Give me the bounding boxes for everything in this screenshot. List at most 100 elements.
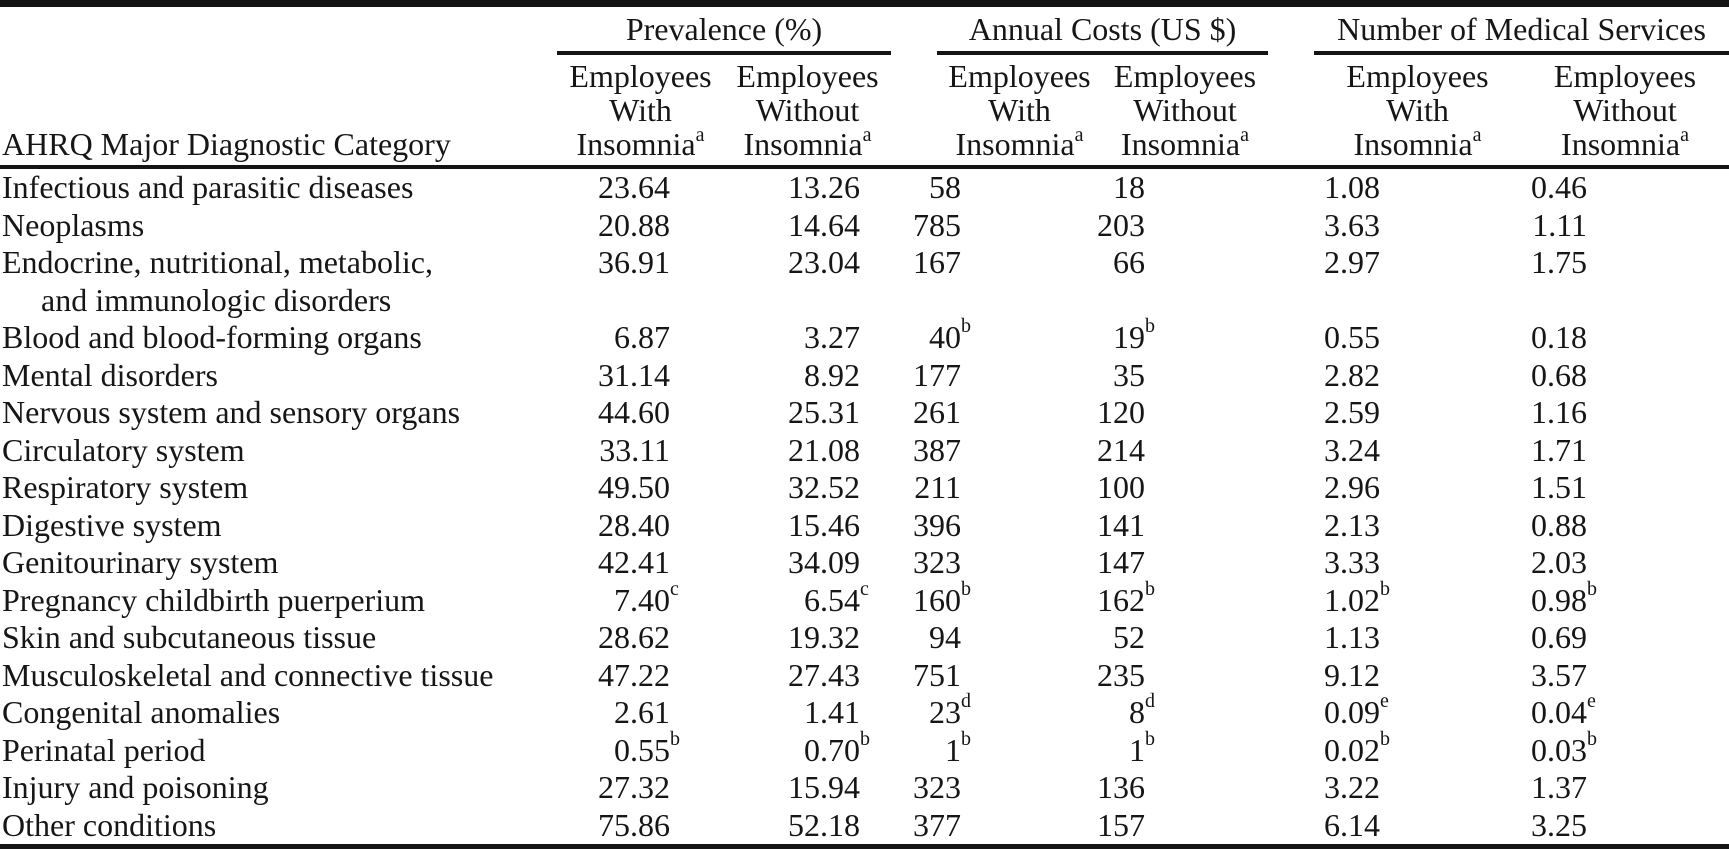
- row-label: Circulatory system: [0, 432, 557, 470]
- cell-value: 33.11: [599, 431, 670, 468]
- value-cell: 23 d: [929, 690, 972, 730]
- cell-value: 6.87: [614, 319, 670, 355]
- subheader-prevalence-with: Employees With Insomniaa: [557, 53, 724, 169]
- value-cell: 120: [1097, 394, 1268, 432]
- value-cell: 100: [1097, 469, 1268, 507]
- value-cell: 33.11: [557, 432, 724, 470]
- group-header-row: Prevalence (%) Annual Costs (US $) Numbe…: [0, 3, 1729, 55]
- subheader-prevalence-without: Employees Without Insomniaa: [724, 53, 892, 169]
- table-row: Pregnancy childbirth puerperium 7.40 c 6.54…: [0, 577, 1729, 620]
- cell-value: 141: [1097, 506, 1146, 543]
- cell-value: 6.14: [1324, 806, 1381, 843]
- cell-value: 52.18: [788, 806, 861, 843]
- cell-value: 751: [913, 656, 962, 693]
- value-cell: 0.02 b: [1324, 727, 1391, 768]
- cell-value: 3.27: [804, 319, 861, 355]
- cell-value: 3.63: [1324, 206, 1381, 243]
- cell-value: 377: [913, 806, 962, 843]
- cell-value: 214: [1097, 431, 1146, 468]
- cell-value: 785: [913, 206, 962, 243]
- value-cell: 34.09: [724, 544, 891, 582]
- value-cell: 785: [913, 207, 1102, 245]
- cell-value: 2.59: [1324, 394, 1381, 430]
- row-label: Infectious and parasitic diseases: [0, 167, 557, 207]
- row-label: Pregnancy childbirth puerperium: [0, 582, 557, 620]
- value-cell: 23.64: [557, 167, 724, 207]
- cell-value: 2.96: [1324, 469, 1381, 505]
- value-cell: 2.13: [1314, 507, 1521, 545]
- value-cell: 0.98 b: [1531, 577, 1598, 618]
- stub-column-header: AHRQ Major Diagnostic Category: [0, 53, 557, 169]
- cell-value: 0.68: [1531, 356, 1588, 393]
- value-cell: 0.18: [1521, 319, 1729, 357]
- column-gap: [1268, 619, 1314, 657]
- value-cell: 3.24: [1314, 432, 1521, 470]
- value-cell: 261: [913, 394, 1102, 432]
- value-cell: 214: [1097, 432, 1268, 470]
- value-cell: 203: [1097, 207, 1268, 245]
- value-cell: 1.75: [1521, 244, 1729, 319]
- value-cell: 1.02 b: [1324, 577, 1391, 618]
- value-cell: 2.61: [557, 694, 724, 732]
- value-cell: 1.16: [1521, 394, 1729, 432]
- value-cell: 0.70 b: [804, 727, 871, 768]
- table-row: Congenital anomalies 2.61 1.41 23 d 8 d 0.09 e 0.…: [0, 690, 1729, 732]
- value-cell: 66: [1102, 244, 1268, 319]
- value-cell: 387: [913, 432, 1102, 470]
- row-label: Genitourinary system: [0, 544, 557, 582]
- value-cell: 2.96: [1314, 469, 1521, 507]
- value-cell: 27.43: [724, 657, 891, 695]
- table-row: Skin and subcutaneous tissue 28.62 19.32 94…: [0, 619, 1729, 657]
- cell-value: 23.64: [598, 169, 670, 205]
- value-cell: 31.14: [557, 357, 724, 395]
- value-cell: 52.18: [724, 807, 891, 847]
- cell-value: 3.22: [1324, 769, 1381, 805]
- cell-value: 0.98: [1531, 581, 1588, 618]
- cell-value: 203: [1097, 206, 1146, 243]
- row-label: Mental disorders: [0, 357, 557, 395]
- cell-value: 0.03: [1531, 731, 1588, 768]
- value-cell: 27.32: [557, 769, 724, 807]
- value-cell: 20.88: [557, 207, 724, 245]
- value-cell: 28.40: [557, 507, 724, 545]
- value-cell: 3.63: [1314, 207, 1521, 245]
- column-gap: [1268, 207, 1314, 245]
- cell-value: 2.82: [1324, 356, 1381, 393]
- value-cell: 44.60: [557, 394, 724, 432]
- row-label: Neoplasms: [0, 207, 557, 245]
- row-label: Nervous system and sensory organs: [0, 394, 557, 432]
- row-label-line1: Injury and poisoning: [2, 769, 269, 805]
- subheader-costs-without: Employees Without Insomniaa: [1102, 53, 1269, 169]
- column-gap: [1268, 657, 1314, 695]
- cell-value: 0.69: [1531, 619, 1588, 655]
- column-gap: [891, 53, 938, 169]
- table-body: Infectious and parasitic diseases 23.64 13…: [0, 167, 1729, 847]
- cell-value: 162: [1097, 581, 1146, 618]
- row-label: Endocrine, nutritional, metabolic, and im…: [0, 244, 557, 319]
- column-gap: [891, 4, 937, 54]
- row-label-line1: Musculoskeletal and connective tissue: [2, 656, 494, 693]
- row-label: Skin and subcutaneous tissue: [0, 619, 557, 657]
- value-cell: 2.03: [1521, 544, 1729, 582]
- value-cell: 0.09 e: [1324, 690, 1389, 730]
- cell-value: 27.43: [788, 656, 861, 693]
- cell-value: 136: [1097, 769, 1146, 805]
- row-label-line1: Nervous system and sensory organs: [2, 394, 461, 430]
- value-cell: 21.08: [724, 432, 891, 470]
- value-cell: 0.46: [1521, 167, 1729, 207]
- cell-value: 147: [1097, 544, 1146, 580]
- value-cell: 0.03 b: [1531, 727, 1598, 768]
- cell-value: 40: [929, 319, 962, 355]
- cell-value: 34.09: [788, 544, 861, 580]
- cell-value: 387: [913, 431, 962, 468]
- row-label-line1: Respiratory system: [2, 469, 249, 505]
- cell-value: 0.46: [1531, 169, 1588, 205]
- value-cell: 7.40 c: [614, 577, 679, 618]
- cell-value: 235: [1097, 656, 1146, 693]
- row-label: Other conditions: [0, 807, 557, 847]
- column-gap: [1268, 394, 1314, 432]
- value-cell: 32.52: [724, 469, 891, 507]
- value-cell: 13.26: [724, 167, 891, 207]
